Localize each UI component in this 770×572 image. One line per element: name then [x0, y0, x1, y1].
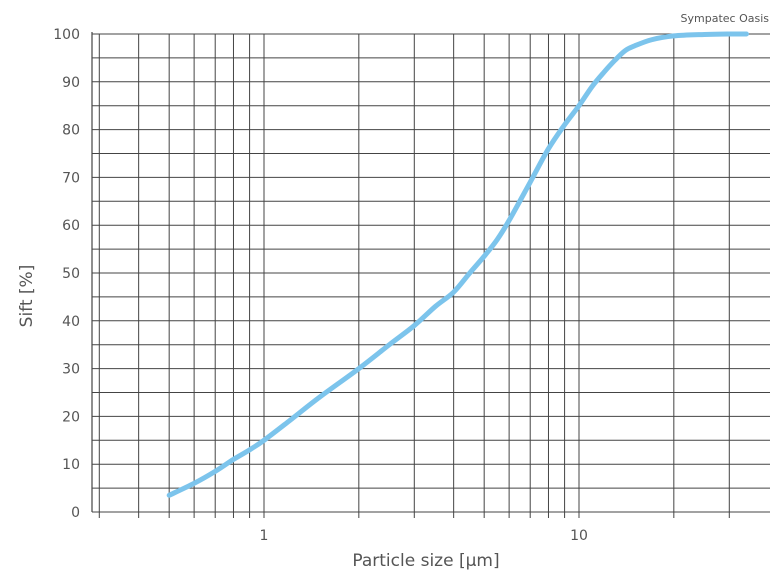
y-tick-label: 20: [62, 409, 80, 425]
series-layer: [166, 31, 749, 498]
y-tick-label: 30: [62, 362, 80, 378]
chart-annotation: Sympatec Oasis: [681, 12, 770, 25]
y-tick-label: 60: [62, 218, 80, 234]
y-tick-label: 40: [62, 314, 80, 330]
y-axis-title: Sift [%]: [17, 265, 37, 328]
x-axis-title: Particle size [µm]: [352, 551, 499, 571]
x-tick-label: 10: [570, 528, 588, 544]
y-tick-label: 70: [62, 170, 80, 186]
y-tick-label: 100: [53, 27, 80, 43]
x-tick-label: 1: [260, 528, 269, 544]
y-tick-label: 80: [62, 123, 80, 139]
y-tick-labels: 0 10 20 30 40 50 60 70 80 90 100: [53, 27, 80, 521]
sift-curve-line: [166, 31, 749, 498]
x-tick-labels: 1 10: [260, 528, 588, 544]
y-tick-label: 90: [62, 75, 80, 91]
y-tick-label: 10: [62, 457, 80, 473]
y-tick-label: 0: [71, 505, 80, 521]
grid-lines: [92, 33, 770, 518]
y-tick-label: 50: [62, 266, 80, 282]
